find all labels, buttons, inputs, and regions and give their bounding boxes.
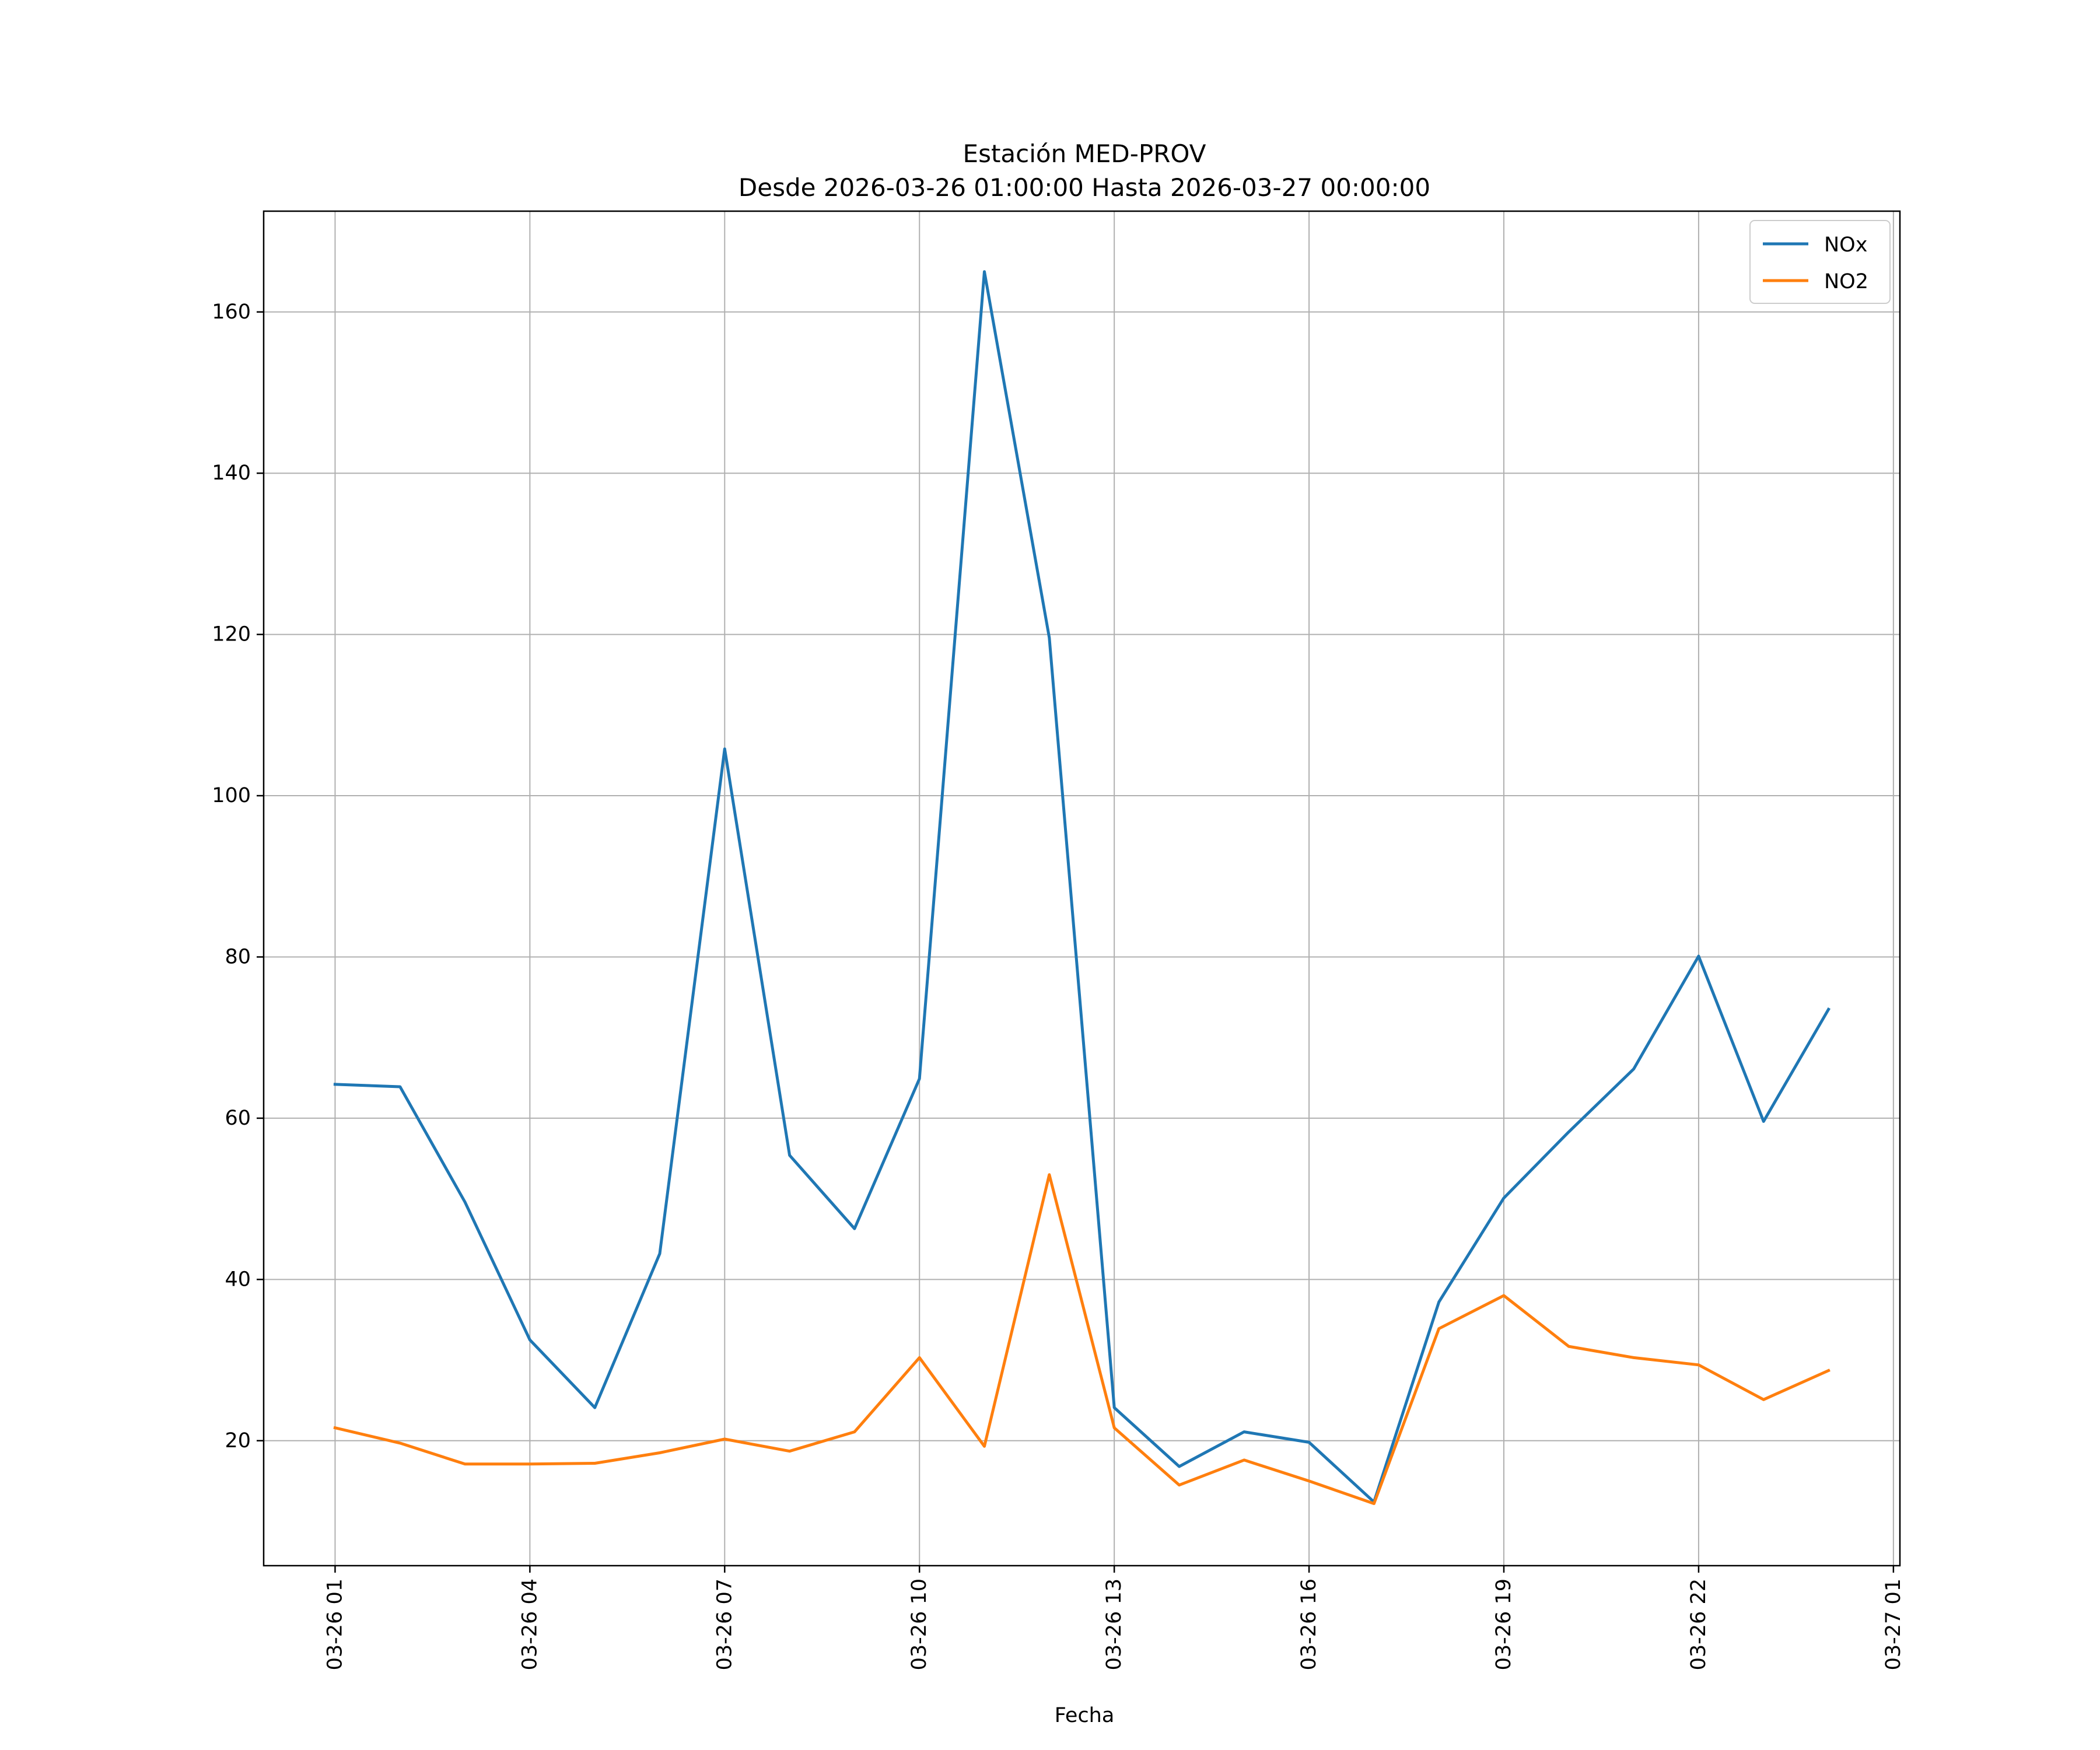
legend-nox-label: NOx: [1824, 233, 1867, 257]
y-tick-label: 160: [212, 300, 251, 324]
series-line-nox: [333, 270, 1831, 1504]
x-tick-label: 03-27 01: [1882, 1578, 1905, 1670]
axes: [262, 210, 1901, 1567]
legend-frame: [1749, 220, 1891, 304]
axes-frame: [262, 210, 1901, 1567]
x-tick-label: 03-26 19: [1492, 1578, 1516, 1670]
y-tick-label: 120: [212, 623, 251, 646]
x-tick-label: 03-26 16: [1297, 1578, 1321, 1670]
legend-no2-label: NO2: [1824, 270, 1868, 293]
x-axis-label: Fecha: [1055, 1704, 1115, 1727]
x-tick-label: 03-26 01: [323, 1578, 346, 1670]
chart-title-line1: Estación MED-PROV: [963, 139, 1206, 168]
chart-title-line2: Desde 2026-03-26 01:00:00 Hasta 2026-03-…: [738, 173, 1430, 202]
series-lines: [333, 270, 1831, 1506]
x-axis-ticks: 03-26 01 03-26 04 03-26 07 03-26 10 03-26 13…: [323, 1566, 1905, 1670]
y-tick-label: 40: [225, 1268, 251, 1291]
y-tick-label: 100: [212, 784, 251, 807]
y-tick-label: 20: [225, 1429, 251, 1452]
legend: NOx NO2: [1749, 220, 1891, 304]
x-tick-label: 03-26 22: [1687, 1578, 1710, 1670]
x-tick-label: 03-26 07: [713, 1578, 736, 1670]
series-line-no2: [333, 1173, 1831, 1506]
x-tick-label: 03-26 13: [1102, 1578, 1126, 1670]
y-tick-label: 140: [212, 461, 251, 485]
x-tick-label: 03-26 04: [518, 1578, 541, 1670]
x-tick-label: 03-26 10: [908, 1578, 931, 1670]
grid: [264, 211, 1900, 1566]
y-axis-ticks: 20 40 60 80 100 120 140 160: [212, 300, 264, 1452]
y-tick-label: 80: [225, 945, 251, 968]
y-tick-label: 60: [225, 1107, 251, 1130]
